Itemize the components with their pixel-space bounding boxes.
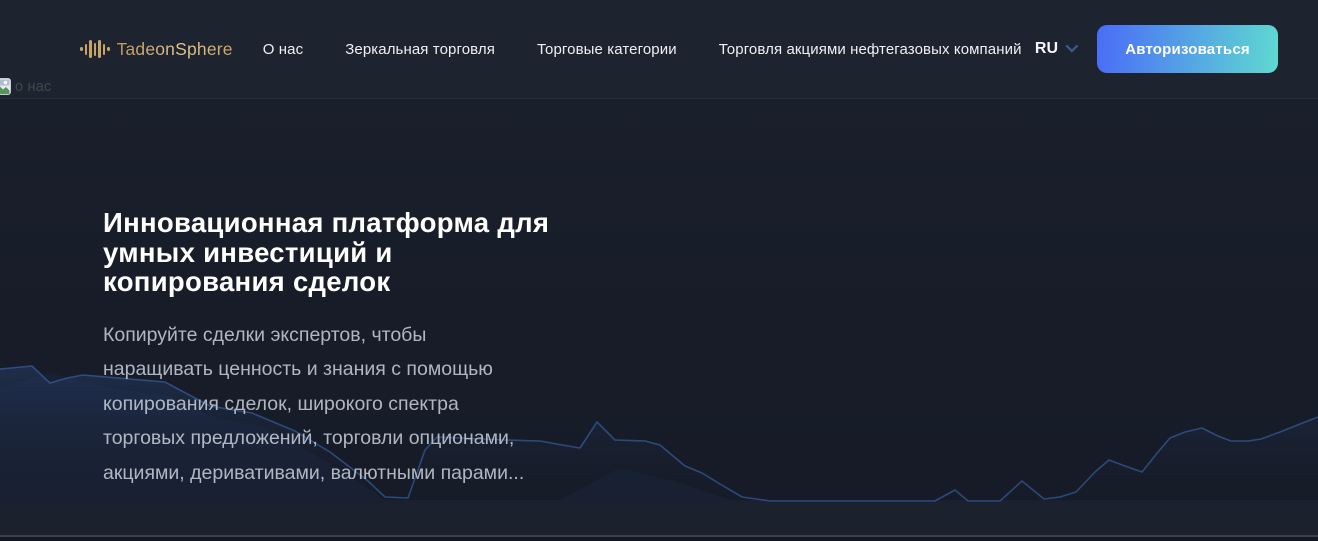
hero-section: Инновационная платформа для умных инвест… (0, 99, 1318, 503)
logo[interactable]: TadeonSphere (80, 39, 233, 60)
section-below-divider (0, 537, 1318, 541)
nav-item-trading-categories[interactable]: Торговые категории (536, 40, 677, 58)
authorize-button[interactable]: Авторизоваться (1097, 25, 1278, 73)
nav-item-mirror-trading[interactable]: Зеркальная торговля (345, 40, 495, 58)
hero-description: Копируйте сделки экспертов, чтобы наращи… (103, 323, 525, 484)
hero-title: Инновационная платформа для умных инвест… (103, 207, 550, 297)
nav-item-about[interactable]: О нас (262, 40, 304, 58)
chevron-down-icon (1065, 39, 1079, 52)
hero-content: Инновационная платформа для умных инвест… (0, 99, 1318, 490)
broken-image-icon (0, 78, 11, 95)
language-selector[interactable]: RU (1034, 39, 1079, 58)
nav-item-oil-gas-stocks[interactable]: Торговля акциями нефтегазовых компаний (718, 40, 1022, 58)
broken-image-alt-text: о нас (15, 78, 52, 95)
waveform-logo-icon (80, 39, 110, 59)
logo-text: TadeonSphere (116, 38, 233, 59)
top-navigation-bar: TadeonSphere О нас Зеркальная торговля Т… (0, 0, 1318, 99)
broken-image-placeholder: о нас (0, 78, 51, 95)
next-section-strip (0, 503, 1318, 541)
section-divider-line (0, 535, 1318, 537)
main-nav: О нас Зеркальная торговля Торговые катег… (263, 41, 1022, 58)
language-selector-value: RU (1034, 40, 1058, 57)
